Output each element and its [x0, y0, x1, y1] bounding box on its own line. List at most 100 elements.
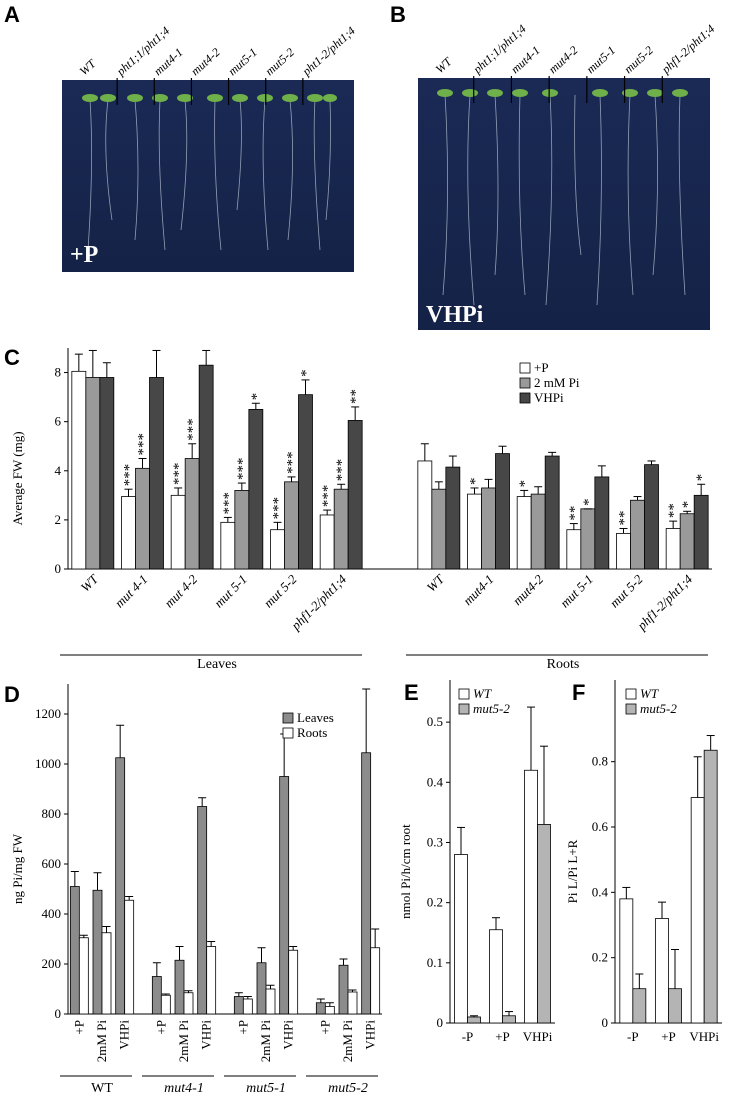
error-bar: [93, 872, 102, 891]
group-label: mut5-2: [328, 1081, 368, 1096]
bar: [489, 929, 503, 1024]
error-bar: [79, 934, 88, 938]
x-tick-label: VHPi: [689, 1029, 719, 1044]
error-bar: [697, 483, 706, 496]
bar: [544, 455, 560, 570]
x-tick-label: WT: [424, 571, 448, 595]
error-bar: [266, 984, 275, 989]
bar: [630, 499, 645, 570]
photo-plate: [418, 78, 710, 330]
x-tick-label: VHPi: [117, 1020, 132, 1050]
bar: [124, 899, 135, 1015]
x-tick-label: 2mM Pi: [340, 1020, 355, 1063]
bar: [149, 377, 164, 570]
bar: [644, 464, 659, 570]
legend-label: Leaves: [297, 710, 334, 725]
x-tick-label: mut4-1: [460, 572, 497, 609]
error-bar: [251, 402, 260, 410]
bar: [184, 458, 200, 570]
y-tick-label: 200: [42, 956, 62, 971]
bar: [467, 493, 482, 570]
y-tick-label: 0.6: [592, 819, 609, 834]
error-bar: [124, 488, 133, 497]
error-bar: [534, 486, 543, 495]
x-tick-label: -P: [462, 1029, 474, 1044]
error-bar: [448, 455, 457, 468]
bar: [206, 946, 217, 1015]
y-axis-label: ng Pi/mg FW: [10, 833, 25, 904]
bar: [665, 528, 681, 570]
y-tick-label: 0.3: [427, 834, 443, 849]
legend-swatch: [282, 727, 294, 739]
error-bar: [102, 362, 111, 378]
y-tick-label: 0.2: [427, 895, 443, 910]
y-tick-label: 400: [42, 906, 62, 921]
x-tick-label: +P: [661, 1029, 676, 1044]
legend-swatch: [458, 703, 470, 715]
bar: [151, 976, 162, 1015]
error-bar: [622, 886, 631, 899]
error-bar: [325, 1002, 334, 1007]
significance-label: **: [348, 389, 364, 404]
genotype-label: mut4-2: [546, 43, 581, 76]
bar: [619, 898, 634, 1024]
error-bar: [207, 941, 216, 947]
error-bar: [223, 516, 232, 523]
x-tick-label: VHPi: [363, 1020, 378, 1050]
bar: [431, 488, 447, 570]
legend-label: mut5-2: [473, 701, 510, 716]
bar: [135, 467, 150, 570]
x-tick-label: mut 4-2: [161, 571, 200, 610]
significance-label: ***: [185, 418, 201, 441]
group-label: mut4-1: [164, 1081, 204, 1096]
significance-label: *: [249, 393, 265, 401]
bar: [516, 496, 532, 570]
significance-label: ***: [221, 492, 237, 515]
error-bar: [339, 958, 348, 966]
error-bar: [371, 928, 380, 948]
bar: [679, 513, 695, 570]
y-tick-label: 0: [55, 561, 62, 576]
genotype-label: mut5-2: [621, 43, 656, 76]
panel-letter: F: [572, 680, 585, 705]
y-tick-label: 1200: [35, 706, 61, 721]
bar: [160, 994, 171, 1015]
bar: [481, 487, 496, 570]
significance-label: ***: [136, 433, 152, 456]
bar: [537, 824, 551, 1024]
x-tick-label: WT: [78, 571, 102, 595]
error-bar: [273, 521, 282, 530]
error-bar: [234, 992, 243, 997]
legend-label: WT: [640, 686, 659, 701]
genotype-label: mut4-1: [151, 45, 186, 78]
bar: [347, 991, 358, 1015]
bar: [594, 476, 610, 570]
genotype-label: phf1-2/pht1;4: [658, 22, 717, 77]
y-tick-label: 0.5: [427, 714, 443, 729]
bar: [115, 757, 126, 1015]
legend-swatch: [519, 392, 531, 404]
y-tick-label: 4: [55, 463, 62, 478]
legend-swatch: [625, 703, 637, 715]
error-bar: [188, 443, 197, 459]
genotype-label: mut5-1: [225, 45, 260, 78]
bar: [338, 964, 349, 1015]
group-label: Roots: [547, 657, 580, 672]
bar: [256, 962, 267, 1015]
y-tick-label: 800: [42, 806, 62, 821]
x-tick-label: +P: [317, 1020, 332, 1035]
error-bar: [152, 349, 161, 378]
bar: [298, 394, 313, 570]
y-axis-label: nmol Pi/h/cm root: [398, 824, 413, 919]
error-bar: [647, 460, 656, 465]
error-bar: [138, 458, 147, 469]
x-tick-label: mut 4-1: [112, 572, 151, 611]
bar: [233, 996, 244, 1015]
bar: [495, 453, 510, 570]
legend-label: mut5-2: [640, 701, 677, 716]
x-tick-label: VHPi: [281, 1020, 296, 1050]
bar: [703, 749, 718, 1024]
bar: [324, 1006, 335, 1015]
x-tick-label: mut 5-2: [261, 571, 300, 610]
